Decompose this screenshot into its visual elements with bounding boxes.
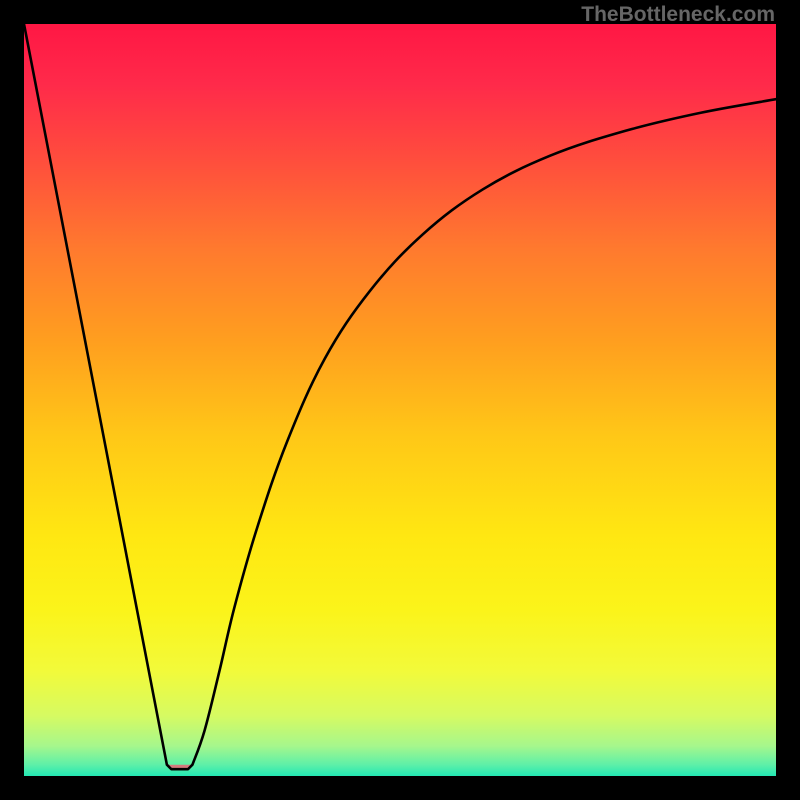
bottleneck-curve	[24, 24, 776, 769]
plot-area	[24, 24, 776, 776]
chart-container: TheBottleneck.com	[0, 0, 800, 800]
curve-overlay	[24, 24, 776, 776]
watermark-text: TheBottleneck.com	[581, 3, 775, 27]
